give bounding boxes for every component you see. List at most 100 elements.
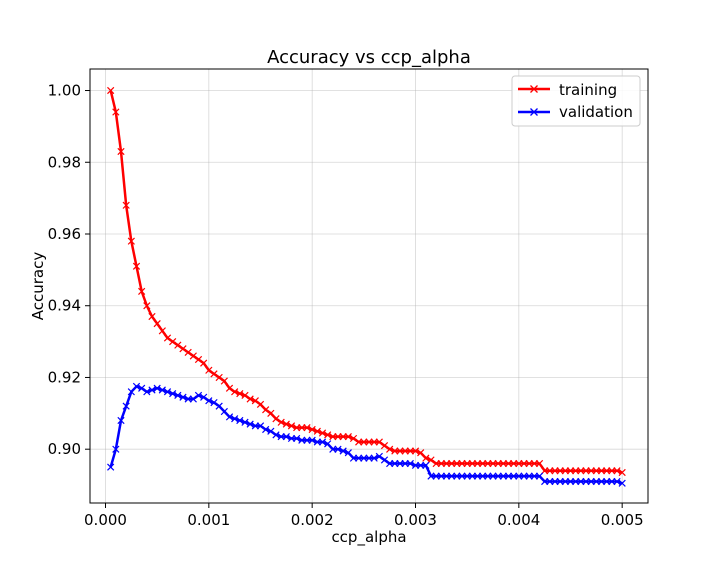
data-point xyxy=(298,424,306,432)
data-point xyxy=(370,454,378,462)
legend-marker-training xyxy=(530,85,538,93)
data-point xyxy=(138,287,146,296)
data-point xyxy=(489,459,497,468)
data-point xyxy=(479,459,487,468)
data-point xyxy=(530,459,538,468)
data-point xyxy=(210,370,218,378)
data-point xyxy=(422,461,430,469)
data-point xyxy=(339,447,347,455)
data-point xyxy=(556,477,564,486)
data-point xyxy=(375,438,383,446)
data-point xyxy=(117,147,125,156)
data-point xyxy=(432,472,440,480)
data-point xyxy=(308,425,316,434)
data-point xyxy=(608,477,616,486)
data-point xyxy=(132,262,141,270)
data-point xyxy=(267,427,275,435)
data-point xyxy=(153,384,161,392)
data-point xyxy=(618,468,626,477)
data-point xyxy=(396,447,404,455)
data-point xyxy=(184,348,192,356)
data-point xyxy=(603,477,611,486)
data-point xyxy=(158,327,166,335)
data-point xyxy=(442,459,451,468)
data-point xyxy=(582,477,590,486)
data-point xyxy=(220,377,228,385)
data-point xyxy=(169,337,177,346)
data-point xyxy=(360,438,368,446)
data-point xyxy=(442,472,451,480)
data-point xyxy=(380,441,389,450)
data-point xyxy=(194,355,203,364)
data-point xyxy=(587,477,595,486)
data-point xyxy=(210,398,218,407)
data-point xyxy=(566,467,575,475)
data-point xyxy=(603,467,611,475)
data-point xyxy=(272,431,280,439)
data-point xyxy=(287,434,296,443)
data-point xyxy=(215,373,223,382)
data-point xyxy=(448,472,456,480)
data-point xyxy=(515,472,523,480)
data-point xyxy=(107,463,115,471)
y-tick-label: 0.94 xyxy=(48,297,81,315)
data-point xyxy=(355,438,363,446)
data-point xyxy=(546,477,554,486)
legend-label-training: training xyxy=(559,81,617,99)
data-point xyxy=(458,459,466,468)
data-point xyxy=(582,467,590,475)
data-point xyxy=(551,467,559,475)
data-point xyxy=(246,395,254,403)
data-point xyxy=(468,472,476,480)
data-point xyxy=(525,472,533,480)
legend-label-validation: validation xyxy=(559,103,633,121)
data-point xyxy=(122,201,130,209)
x-tick-label: 0.001 xyxy=(187,511,230,529)
data-point xyxy=(189,352,197,360)
data-point xyxy=(241,391,249,400)
data-point xyxy=(401,459,409,468)
data-point xyxy=(510,459,518,468)
data-point xyxy=(577,477,585,486)
data-point xyxy=(597,477,606,486)
y-tick-label: 0.92 xyxy=(48,368,81,386)
data-point xyxy=(334,445,342,453)
data-point xyxy=(303,436,311,444)
y-tick-label: 0.96 xyxy=(48,225,81,243)
data-point xyxy=(396,459,404,468)
data-point xyxy=(608,467,616,475)
data-point xyxy=(163,388,172,396)
data-point xyxy=(556,467,564,475)
data-point xyxy=(453,459,461,468)
data-point xyxy=(587,467,595,475)
x-tick-label: 0.005 xyxy=(601,511,644,529)
x-tick-label: 0.002 xyxy=(291,511,334,529)
data-point xyxy=(179,345,187,353)
data-point xyxy=(406,459,414,468)
data-point xyxy=(256,422,265,430)
data-point xyxy=(411,461,420,469)
data-point xyxy=(360,454,368,462)
data-point xyxy=(386,445,394,453)
data-point xyxy=(205,366,213,374)
data-point xyxy=(200,393,208,401)
data-point xyxy=(174,341,182,349)
data-point xyxy=(479,472,487,480)
x-tick-label: 0.004 xyxy=(497,511,540,529)
data-point xyxy=(541,477,549,486)
data-point xyxy=(577,467,585,475)
data-point xyxy=(308,436,316,444)
data-point xyxy=(618,479,626,487)
data-point xyxy=(437,472,445,480)
data-point xyxy=(205,397,213,405)
data-point xyxy=(613,477,621,486)
data-point xyxy=(329,433,337,441)
data-point xyxy=(318,438,327,446)
data-point xyxy=(592,467,600,475)
data-point xyxy=(339,433,347,441)
data-point xyxy=(597,467,606,475)
data-point xyxy=(225,384,234,392)
legend-marker-validation xyxy=(530,108,538,116)
data-point xyxy=(272,415,280,423)
